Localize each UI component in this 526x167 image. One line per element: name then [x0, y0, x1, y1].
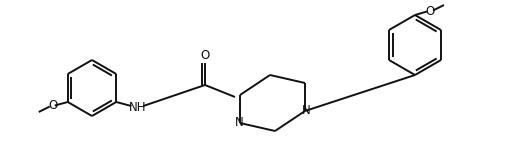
- Text: O: O: [48, 99, 57, 112]
- Text: O: O: [426, 5, 434, 18]
- Text: O: O: [200, 48, 210, 61]
- Text: N: N: [301, 104, 310, 117]
- Text: NH: NH: [128, 101, 146, 114]
- Text: N: N: [235, 117, 244, 129]
